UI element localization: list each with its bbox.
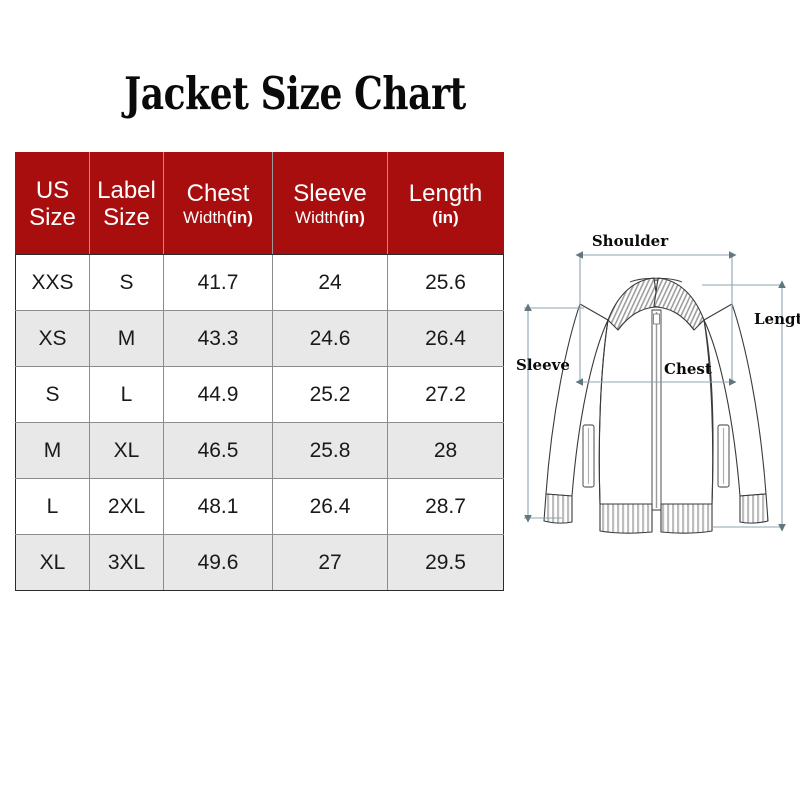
chest-sub-unit: (in) (226, 207, 253, 227)
table-row: M XL 46.5 25.8 28 (15, 422, 504, 479)
table-row: XL 3XL 49.6 27 29.5 (15, 534, 504, 591)
left-sleeve (545, 303, 609, 497)
table-row: XS M 43.3 24.6 26.4 (15, 310, 504, 367)
cell-length: 25.6 (387, 254, 504, 311)
cell-us_size: XL (15, 534, 90, 591)
cell-length: 28 (387, 422, 504, 479)
column-header-sleeve-sub: Width(in) (273, 207, 387, 228)
sleeve-sub-unit: (in) (338, 207, 365, 227)
cell-sleeve_width: 24 (272, 254, 388, 311)
size-chart-table: US Size Label Size Chest Width(in) Sleev… (15, 152, 504, 591)
cell-sleeve_width: 25.8 (272, 422, 388, 479)
sleeve-sub-plain: Width (295, 207, 339, 227)
column-header-length: Length (in) (387, 152, 504, 255)
table-row: S L 44.9 25.2 27.2 (15, 366, 504, 423)
chest-sub-plain: Width (183, 207, 227, 227)
cell-label_size: S (89, 254, 164, 311)
cell-chest_width: 48.1 (163, 478, 273, 535)
jacket-measurement-diagram: Shoulder Length Sleeve Chest (512, 222, 800, 552)
column-header-length-sub: (in) (388, 207, 503, 228)
cell-sleeve_width: 24.6 (272, 310, 388, 367)
torso-left-edge (598, 319, 609, 505)
cell-length: 26.4 (387, 310, 504, 367)
column-header-length-main: Length (408, 179, 483, 207)
cell-label_size: 2XL (89, 478, 164, 535)
hem-rib-left (599, 503, 653, 534)
dimension-lines (524, 251, 786, 532)
column-header-chest-main: Chest (186, 179, 250, 207)
table-body: XXS S 41.7 24 25.6 XS M 43.3 24.6 26.4 S L 44.9 25.2 2… (15, 254, 504, 591)
length-sub-unit: (in) (432, 207, 459, 227)
column-header-sleeve-width: Sleeve Width(in) (272, 152, 388, 255)
cell-label_size: XL (89, 422, 164, 479)
page-title: Jacket Size Chart (124, 67, 466, 120)
column-header-label-size-main: Label (97, 176, 156, 204)
cell-sleeve_width: 27 (272, 534, 388, 591)
length-label: Length (754, 310, 800, 328)
cell-label_size: 3XL (89, 534, 164, 591)
table-header-row: US Size Label Size Chest Width(in) Sleev… (15, 152, 504, 255)
zipper-pull (653, 313, 660, 325)
cell-chest_width: 41.7 (163, 254, 273, 311)
torso-right-edge (703, 319, 714, 505)
cell-length: 27.2 (387, 366, 504, 423)
cell-chest_width: 49.6 (163, 534, 273, 591)
cell-length: 28.7 (387, 478, 504, 535)
cuff-rib-left (543, 493, 573, 524)
column-header-us-size-sub: Size (29, 203, 76, 231)
table-header: US Size Label Size Chest Width(in) Sleev… (15, 152, 504, 255)
cell-sleeve_width: 26.4 (272, 478, 388, 535)
cell-us_size: XS (15, 310, 90, 367)
cell-us_size: XXS (15, 254, 90, 311)
table-row: L 2XL 48.1 26.4 28.7 (15, 478, 504, 535)
column-header-label-size-sub: Size (103, 203, 150, 231)
column-header-chest-width: Chest Width(in) (163, 152, 273, 255)
jacket-illustration (543, 277, 769, 534)
table-row: XXS S 41.7 24 25.6 (15, 254, 504, 311)
collar-top-edge (629, 277, 683, 283)
shoulder-label: Shoulder (592, 232, 669, 250)
column-header-us-size: US Size (15, 152, 90, 255)
cell-chest_width: 44.9 (163, 366, 273, 423)
cell-sleeve_width: 25.2 (272, 366, 388, 423)
cell-length: 29.5 (387, 534, 504, 591)
column-header-chest-sub: Width(in) (164, 207, 272, 228)
cell-us_size: M (15, 422, 90, 479)
column-header-us-size-main: US (35, 176, 70, 204)
column-header-label-size: Label Size (89, 152, 164, 255)
chest-label: Chest (664, 360, 712, 378)
cell-us_size: S (15, 366, 90, 423)
sleeve-label: Sleeve (516, 356, 570, 374)
cell-chest_width: 43.3 (163, 310, 273, 367)
cell-label_size: M (89, 310, 164, 367)
cell-us_size: L (15, 478, 90, 535)
cell-label_size: L (89, 366, 164, 423)
cuff-rib-right (739, 493, 769, 524)
hem-rib-right (660, 503, 713, 534)
cell-chest_width: 46.5 (163, 422, 273, 479)
column-header-sleeve-main: Sleeve (293, 179, 367, 207)
